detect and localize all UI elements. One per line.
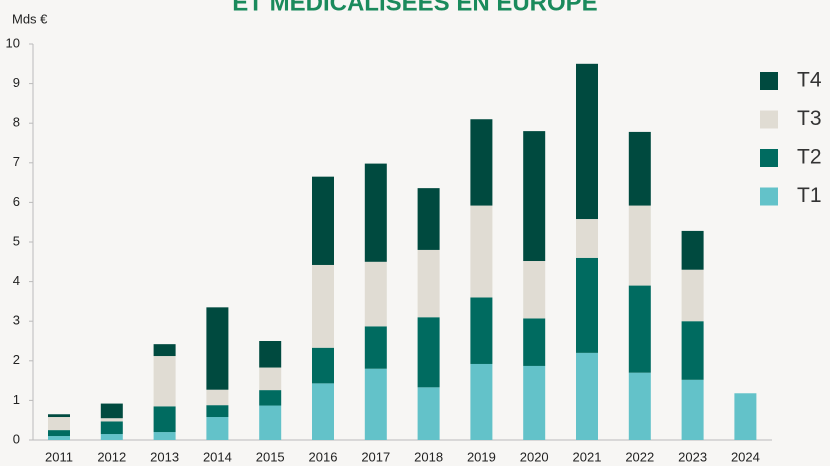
bar-segment [470, 363, 493, 440]
legend-label: T3 [797, 107, 822, 130]
bar-segment [470, 297, 493, 364]
y-tick-label: 0 [13, 431, 20, 446]
bar-segment [523, 365, 546, 440]
bar-segment [48, 414, 70, 418]
bar-segment [100, 434, 123, 440]
y-axis-label: Mds € [12, 11, 48, 26]
bar-segment [100, 421, 123, 435]
y-tick-label: 10 [6, 35, 20, 50]
bar-segment [523, 131, 546, 262]
bar-segment [153, 406, 176, 433]
x-tick-label: 2023 [678, 449, 707, 464]
bar-segment [523, 318, 546, 366]
bar-segment [681, 230, 704, 270]
bar-segment [364, 326, 387, 369]
bar-segment [734, 393, 757, 440]
bar-segment [364, 163, 387, 262]
bar-segment [259, 367, 282, 391]
x-tick-label: 2013 [150, 449, 179, 464]
x-tick-label: 2021 [573, 449, 602, 464]
x-tick-label: 2024 [731, 449, 760, 464]
legend-label: T1 [797, 184, 822, 207]
x-tick-label: 2018 [414, 449, 443, 464]
bar-segment [48, 430, 70, 437]
x-tick-label: 2016 [309, 449, 338, 464]
y-tick-label: 9 [13, 75, 20, 90]
y-tick-label: 2 [13, 352, 20, 367]
x-tick-label: 2017 [361, 449, 390, 464]
bar-segment [100, 418, 123, 422]
x-tick-label: 2012 [97, 449, 126, 464]
bar-segment [523, 261, 546, 319]
bar-segment [312, 347, 334, 384]
bar-segment [100, 403, 123, 419]
bar-segment [153, 356, 176, 407]
bar-segment [364, 261, 387, 327]
bar-segment [576, 352, 598, 440]
legend-label: T4 [797, 69, 822, 92]
bar-segment [628, 131, 651, 206]
y-tick-label: 1 [13, 392, 20, 407]
bar-segment [48, 436, 70, 440]
x-tick-label: 2019 [467, 449, 496, 464]
legend-swatch [760, 72, 778, 90]
bar-segment [206, 405, 229, 418]
bar-segment [259, 341, 282, 368]
bar-segment [681, 379, 704, 440]
bar-segment [206, 417, 229, 440]
bar-segment [259, 390, 282, 406]
y-tick-label: 5 [13, 233, 20, 248]
bar-segment [312, 383, 334, 440]
y-tick-label: 7 [13, 154, 20, 169]
bar-segment [681, 269, 704, 322]
bar-segment [153, 432, 176, 440]
x-tick-label: 2020 [520, 449, 549, 464]
bar-segment [470, 119, 493, 206]
bar-segment [206, 307, 229, 390]
bar-segment [681, 321, 704, 380]
bar-segment [576, 219, 598, 258]
bar-segment [417, 249, 440, 318]
y-tick-label: 3 [13, 313, 20, 328]
bar-segment [259, 405, 282, 440]
chart-title: ET MÉDICALISÉES EN EUROPE [232, 0, 597, 16]
bar-segment [417, 387, 440, 440]
bar-segment [48, 417, 70, 431]
bar-segment [576, 257, 598, 353]
bar-segment [470, 205, 493, 298]
bar-segment [576, 63, 598, 220]
legend-swatch [760, 149, 778, 167]
y-tick-label: 8 [13, 115, 20, 130]
bar-segment [206, 389, 229, 406]
bar-segment [417, 317, 440, 388]
x-tick-label: 2022 [625, 449, 654, 464]
bar-segment [153, 344, 176, 357]
bar-segment [364, 368, 387, 440]
legend-label: T2 [797, 146, 822, 169]
bar-segment [312, 176, 334, 265]
bar-segment [628, 205, 651, 286]
bar-segment [312, 264, 334, 348]
bar-segment [417, 188, 440, 250]
x-tick-label: 2011 [45, 449, 73, 464]
bar-segment [628, 285, 651, 373]
x-tick-label: 2015 [256, 449, 285, 464]
x-tick-label: 2014 [203, 449, 232, 464]
y-tick-label: 4 [13, 273, 20, 288]
legend-swatch [760, 110, 778, 129]
legend-swatch [760, 187, 778, 206]
y-tick-label: 6 [13, 194, 20, 209]
bar-segment [628, 372, 651, 440]
